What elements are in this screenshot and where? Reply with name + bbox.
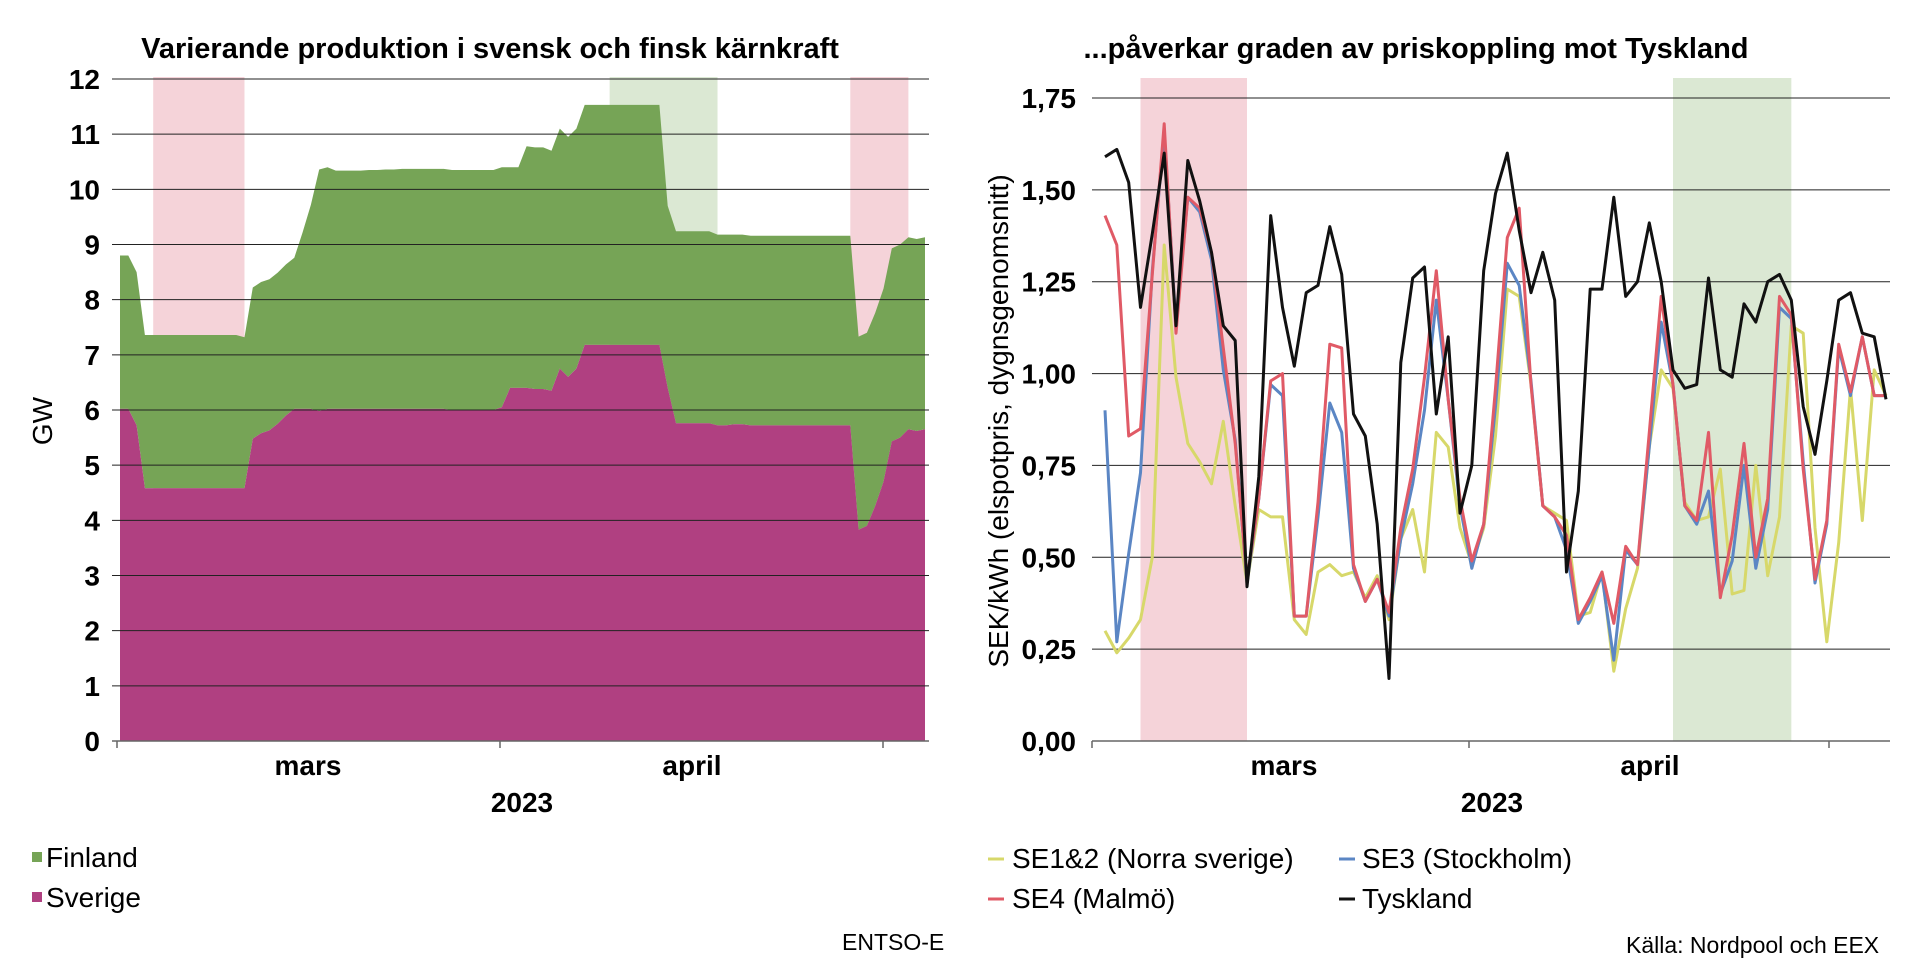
legend-swatch-finland <box>32 852 42 862</box>
left-chart-title: Varierande produktion i svensk och finsk… <box>141 33 839 65</box>
left-ytick-label: 5 <box>84 450 100 481</box>
right-xtick-label-mars: mars <box>1251 750 1318 781</box>
left-ytick-label: 0 <box>84 726 100 757</box>
right-chart: ...påverkar graden av priskoppling mot T… <box>983 33 1928 958</box>
right-ytick-label: 0,00 <box>1022 726 1077 757</box>
right-legend: SE1&2 (Norra sverige) SE3 (Stockholm) SE… <box>988 843 1572 914</box>
right-y-axis-label: SEK/kWh (elspotpris, dygnsgenomsnitt) <box>983 174 1014 667</box>
right-ytick-label: 1,50 <box>1022 175 1077 206</box>
right-ytick-label: 0,25 <box>1022 634 1077 665</box>
right-chart-title: ...påverkar graden av priskoppling mot T… <box>1083 33 1748 65</box>
right-x-axis-label: 2023 <box>1461 787 1523 818</box>
right-source-label: Källa: Nordpool och EEX <box>1626 932 1879 958</box>
left-chart: Varierande produktion i svensk och finsk… <box>27 33 944 955</box>
left-ytick-label: 8 <box>84 285 100 316</box>
right-ytick-label: 1,00 <box>1022 359 1077 390</box>
legend-label-tyskland: Tyskland <box>1362 883 1473 914</box>
left-xtick-label-april: april <box>662 750 721 781</box>
right-y-ticks: 0,00 0,25 0,50 0,75 1,00 1,25 1,50 1,75 <box>1022 83 1077 757</box>
right-ytick-label: 0,50 <box>1022 542 1077 573</box>
left-ytick-label: 7 <box>84 340 100 371</box>
legend-label-se4: SE4 (Malmö) <box>1012 883 1175 914</box>
left-ytick-label: 11 <box>70 119 100 150</box>
legend-label-finland: Finland <box>46 842 138 873</box>
right-ytick-label: 0,75 <box>1022 450 1077 481</box>
left-ytick-label: 2 <box>84 616 100 647</box>
right-x-ticks <box>1092 741 1829 748</box>
legend-label-se12: SE1&2 (Norra sverige) <box>1012 843 1294 874</box>
left-xtick-label-mars: mars <box>275 750 342 781</box>
left-source-label: ENTSO-E <box>842 929 944 955</box>
right-ytick-label: 1,25 <box>1022 267 1077 298</box>
right-xtick-label-april: april <box>1620 750 1679 781</box>
left-x-ticks <box>117 741 883 748</box>
left-ytick-label: 1 <box>84 671 100 702</box>
legend-swatch-sverige <box>32 892 42 902</box>
left-ytick-label: 12 <box>69 64 100 95</box>
legend-label-se3: SE3 (Stockholm) <box>1362 843 1572 874</box>
left-ytick-label: 3 <box>84 561 100 592</box>
left-x-axis-label: 2023 <box>491 787 553 818</box>
left-ytick-label: 6 <box>84 395 100 426</box>
left-ytick-label: 9 <box>84 230 100 261</box>
left-y-axis-label: GW <box>27 396 58 445</box>
right-ytick-label: 1,75 <box>1022 83 1077 114</box>
left-ytick-label: 10 <box>69 174 100 205</box>
left-ytick-label: 4 <box>84 505 100 536</box>
left-legend: Finland Sverige <box>32 842 141 913</box>
legend-label-sverige: Sverige <box>46 882 141 913</box>
